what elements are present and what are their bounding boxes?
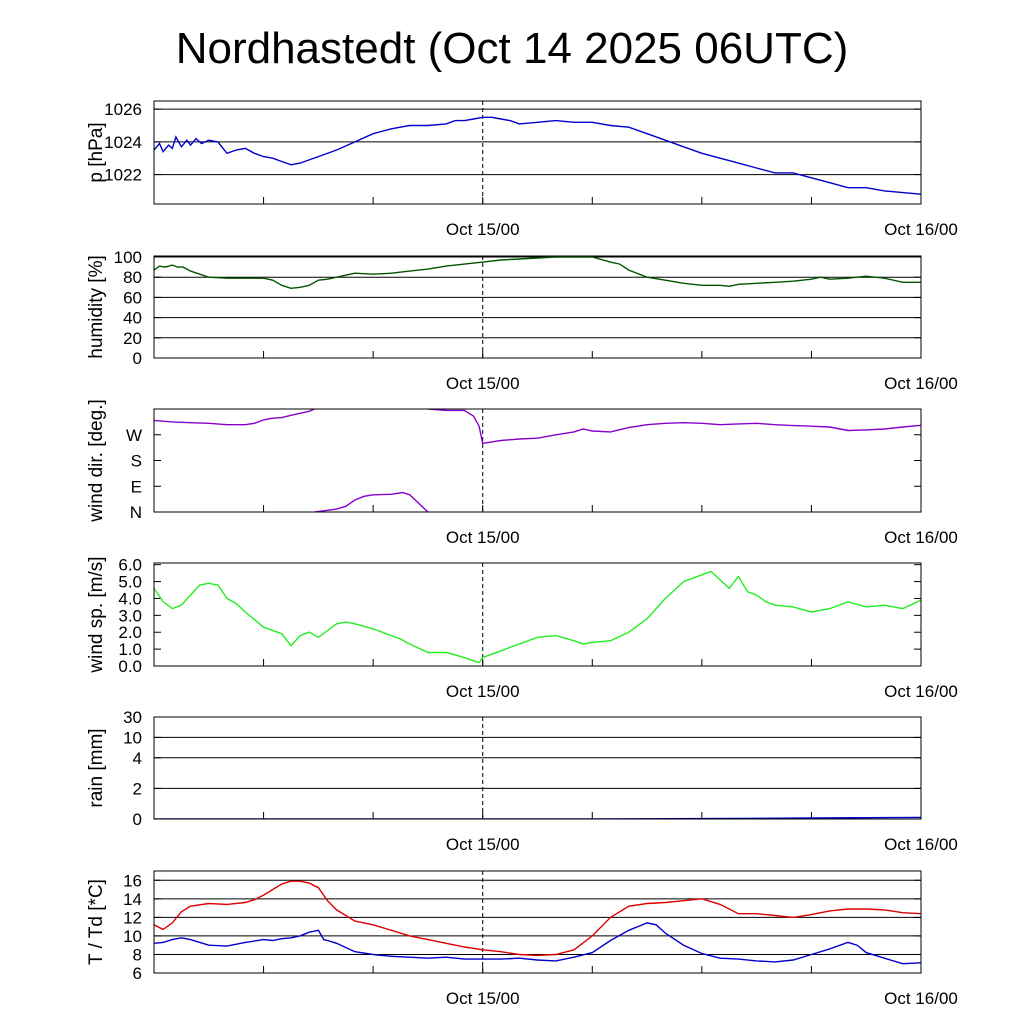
wind-speed-series-line-0 [154,570,921,664]
rain-xtick-label: Oct 15/00 [446,835,520,854]
wind-speed-ytick-label: 4.0 [118,589,142,608]
temperature-ytick-label: 12 [123,908,142,927]
pressure-ytick-label: 1024 [104,133,142,152]
wind-dir-xtick-label: Oct 16/00 [884,528,958,547]
wind-dir-series-line-2 [427,409,921,445]
pressure-frame [153,100,922,205]
pressure-ylabel: p [hPa] [86,122,107,182]
rain-ylabel: rain [mm] [86,728,107,807]
wind-dir-ylabel: wind dir. [deg.] [86,399,107,523]
humidity-xtick-label: Oct 15/00 [446,374,520,393]
temperature-xtick-label: Oct 16/00 [884,989,958,1008]
temperature-ytick-label: 6 [133,964,142,983]
rain-ytick-label: 0 [133,810,142,829]
rain-ytick-label: 30 [123,708,142,727]
wind-dir-ytick-label: E [131,477,142,496]
wind-speed-xtick-label: Oct 16/00 [884,682,958,701]
wind-dir-series-line-1 [314,491,429,512]
chart-title: Nordhastedt (Oct 14 2025 06UTC) [175,24,849,73]
temperature-ytick-label: 10 [123,927,142,946]
pressure-series-line-0 [154,116,921,195]
temperature-series-line-0 [154,880,921,957]
rain-ytick-label: 4 [133,749,142,768]
wind-dir-ytick-label: W [126,426,142,445]
temperature-ytick-label: 16 [123,871,142,890]
wind-speed-ylabel: wind sp. [m/s] [86,556,107,673]
humidity-ytick-label: 40 [123,309,142,328]
wind-dir-frame [153,408,922,513]
pressure-xtick-label: Oct 16/00 [884,220,958,239]
humidity-ytick-label: 80 [123,268,142,287]
wind-speed-xtick-label: Oct 15/00 [446,682,520,701]
rain-frame [153,716,922,820]
wind-dir-xtick-label: Oct 15/00 [446,528,520,547]
rain-xtick-label: Oct 16/00 [884,835,958,854]
temperature-ylabel: T / Td [*C] [86,879,107,965]
pressure-ytick-label: 1026 [104,100,142,119]
wind-dir-series-line-0 [154,409,315,426]
humidity-xtick-label: Oct 16/00 [884,374,958,393]
wind-speed-ytick-label: 6.0 [118,556,142,575]
humidity-ytick-label: 100 [114,248,142,267]
humidity-frame [153,255,922,359]
wind-dir-ytick-label: N [130,503,142,522]
rain-ytick-label: 2 [133,779,142,798]
humidity-ytick-label: 20 [123,329,142,348]
temperature-frame [153,870,922,974]
wind-speed-ytick-label: 2.0 [118,623,142,642]
wind-speed-ytick-label: 0.0 [118,657,142,676]
wind-dir-ytick-label: S [131,452,142,471]
wind-speed-ytick-label: 3.0 [118,606,142,625]
humidity-ylabel: humidity [%] [86,255,107,358]
temperature-ytick-label: 8 [133,945,142,964]
humidity-ytick-label: 0 [133,349,142,368]
wind-speed-ytick-label: 1.0 [118,640,142,659]
pressure-xtick-label: Oct 15/00 [446,220,520,239]
temperature-xtick-label: Oct 15/00 [446,989,520,1008]
temperature-ytick-label: 14 [123,890,142,909]
humidity-series-line-0 [154,256,921,290]
wind-speed-ytick-label: 5.0 [118,573,142,592]
wind-speed-frame [153,562,922,667]
temperature-series-line-1 [154,922,921,965]
pressure-ytick-label: 1022 [104,166,142,185]
humidity-ytick-label: 60 [123,288,142,307]
rain-ytick-label: 10 [123,728,142,747]
